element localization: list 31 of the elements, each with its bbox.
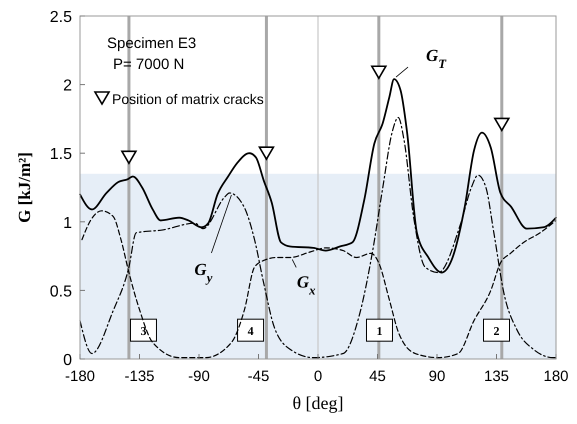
x-tick-label: 135 xyxy=(484,368,510,385)
x-tick-label: -45 xyxy=(248,368,270,385)
annotation: 4 xyxy=(248,324,254,338)
y-tick-label: 2.5 xyxy=(50,9,72,26)
x-tick-label: 90 xyxy=(428,368,446,385)
y-tick-label: 0 xyxy=(63,352,72,369)
point xyxy=(258,146,274,160)
series-label: G$_{T}$ xyxy=(426,46,448,72)
x-tick-label: 0 xyxy=(314,368,322,385)
annotation: P= 7000 N xyxy=(113,56,184,73)
x-axis-title: θ [deg] xyxy=(292,393,344,413)
x-tick-label: 45 xyxy=(369,368,386,385)
y-tick-label: 1 xyxy=(63,214,72,232)
annotation: 3 xyxy=(140,324,146,338)
series-label: G$_{x}$ xyxy=(296,272,316,298)
annotation: 1 xyxy=(376,324,382,338)
x-tick-label: -180 xyxy=(64,368,96,385)
x-tick-label: -90 xyxy=(188,368,210,385)
annotation: 2 xyxy=(494,324,500,338)
x-tick-label: -135 xyxy=(124,368,155,385)
y-tick-label: 0.5 xyxy=(50,283,72,300)
point xyxy=(121,150,137,164)
legend-label: Position of matrix cracks xyxy=(112,91,264,107)
annotation: Specimen E3 xyxy=(107,35,196,52)
y-tick-label: 2 xyxy=(63,78,72,95)
y-tick-label: 1.5 xyxy=(50,146,72,164)
point xyxy=(494,118,510,132)
series-label: G$_{y}$ xyxy=(194,260,213,285)
point xyxy=(371,65,387,80)
y-axis-title: G [kJ/m²] xyxy=(15,152,34,223)
x-tick-label: 180 xyxy=(543,368,569,385)
